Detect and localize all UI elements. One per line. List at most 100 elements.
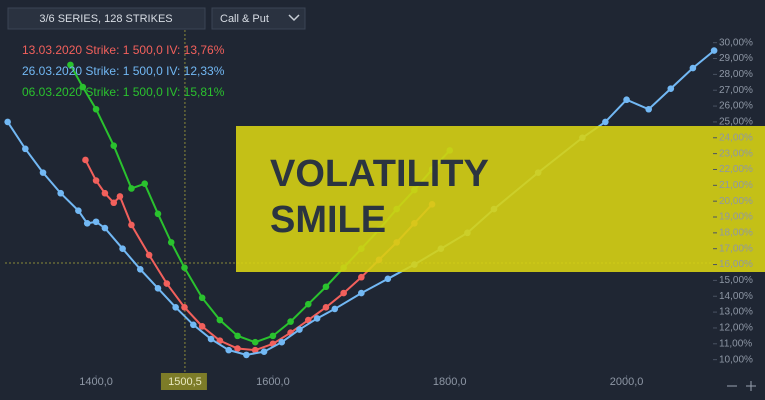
series-point xyxy=(384,275,392,283)
series-point xyxy=(101,189,109,197)
series-point xyxy=(243,351,250,359)
series-point xyxy=(278,338,286,346)
series-point xyxy=(623,96,630,104)
y-tick-label: 13,00% xyxy=(719,307,753,318)
series-point xyxy=(154,210,162,218)
y-tick-label: 20,00% xyxy=(719,196,753,207)
option-type-dropdown[interactable] xyxy=(211,7,306,30)
series-point xyxy=(128,185,135,192)
series-box xyxy=(7,7,206,30)
series-point xyxy=(172,304,179,311)
y-tick-label: 27,00% xyxy=(719,85,753,96)
y-tick-label: 17,00% xyxy=(719,243,753,254)
crosshair-label-box xyxy=(160,373,207,390)
y-tick-label: 26,00% xyxy=(719,101,753,112)
series-point xyxy=(181,304,188,311)
y-tick-label: 30,00% xyxy=(719,37,753,48)
series-point xyxy=(269,332,277,340)
series-point xyxy=(287,318,294,325)
series-point xyxy=(251,346,259,354)
series-point xyxy=(340,289,347,297)
series-point xyxy=(198,294,206,302)
y-tick-label: 23,00% xyxy=(719,148,753,159)
series-point xyxy=(110,142,118,149)
series-point xyxy=(92,218,100,226)
legend-entry: 13.03.2020 Strike: 1 500,0 IV: 13,76% xyxy=(22,43,225,57)
y-tick-label: 16,00% xyxy=(719,259,753,270)
series-point xyxy=(331,305,339,313)
series-point xyxy=(83,220,91,227)
axes: 10,00% 11,00% 12,00% 13,00% 14,00% 15,00% 16,0… xyxy=(22,37,753,390)
series-point xyxy=(304,300,312,308)
series-point xyxy=(128,221,135,229)
series-point xyxy=(167,239,175,246)
series-point xyxy=(110,199,118,207)
series-point xyxy=(181,264,188,272)
series-point xyxy=(710,47,718,54)
x-tick-label: 1400,0 xyxy=(79,376,113,388)
series-point xyxy=(92,177,100,184)
y-tick-label: 24,00% xyxy=(719,132,753,143)
y-tick-label: 22,00% xyxy=(719,164,753,175)
banner-line: SMILE xyxy=(270,199,386,241)
series-point xyxy=(667,85,675,92)
series-point xyxy=(207,335,215,343)
series-point xyxy=(57,189,65,197)
y-tick-label: 29,00% xyxy=(719,53,753,64)
banner-background xyxy=(236,126,765,272)
series-point xyxy=(163,280,171,287)
series-info: 3/6 SERIES, 128 STRIKES xyxy=(39,13,172,25)
series-point xyxy=(67,61,74,69)
banner-line: VOLATILITY xyxy=(270,153,489,195)
series-point xyxy=(689,64,697,72)
series-point xyxy=(136,266,144,273)
series-point xyxy=(251,338,259,346)
series-point xyxy=(645,105,652,113)
y-tick-label: 11,00% xyxy=(719,338,752,349)
y-tick-label: 21,00% xyxy=(719,180,753,191)
series-point xyxy=(260,348,268,356)
y-tick-label: 12,00% xyxy=(719,323,753,334)
series-point xyxy=(92,105,100,113)
series-point xyxy=(216,316,224,324)
legend-entry: 06.03.2020 Strike: 1 500,0 IV: 15,81% xyxy=(22,85,225,99)
y-tick-label: 14,00% xyxy=(719,291,753,302)
series-point xyxy=(313,315,321,322)
series-point xyxy=(234,345,241,352)
series-point xyxy=(101,224,109,232)
y-tick-label: 18,00% xyxy=(719,227,753,238)
zoom-in-button[interactable] xyxy=(746,381,756,391)
y-tick-label: 28,00% xyxy=(719,69,753,80)
series-point xyxy=(296,326,303,333)
x-tick-label: 1800,0 xyxy=(433,376,467,388)
series-point xyxy=(358,289,365,297)
series-point xyxy=(79,83,87,91)
series-point xyxy=(602,118,609,126)
series-point xyxy=(116,193,124,200)
series-point xyxy=(234,332,241,340)
series-point xyxy=(216,337,224,344)
series-point xyxy=(225,346,232,354)
series-point xyxy=(75,207,82,214)
series-point xyxy=(4,118,11,126)
y-tick-label: 10,00% xyxy=(719,354,753,365)
y-tick-label: 15,00% xyxy=(719,275,753,286)
series-point xyxy=(358,273,365,281)
legend-entry: 26.03.2020 Strike: 1 500,0 IV: 12,33% xyxy=(22,64,225,78)
series-point xyxy=(322,283,330,291)
series-point xyxy=(322,304,330,311)
series-point xyxy=(304,316,312,324)
series-point xyxy=(82,156,89,164)
series-point xyxy=(145,251,153,259)
x-tick-label: 2000,0 xyxy=(610,376,644,388)
series-point xyxy=(119,245,126,253)
series-point xyxy=(190,321,197,329)
series-point xyxy=(141,180,149,188)
series-point xyxy=(22,145,29,153)
crosshair-label: 1500,5 xyxy=(168,376,202,388)
option-type-label: Call & Put xyxy=(220,13,269,25)
y-tick-label: 25,00% xyxy=(719,117,753,128)
banner: VOLATILITY SMILE xyxy=(236,126,765,272)
